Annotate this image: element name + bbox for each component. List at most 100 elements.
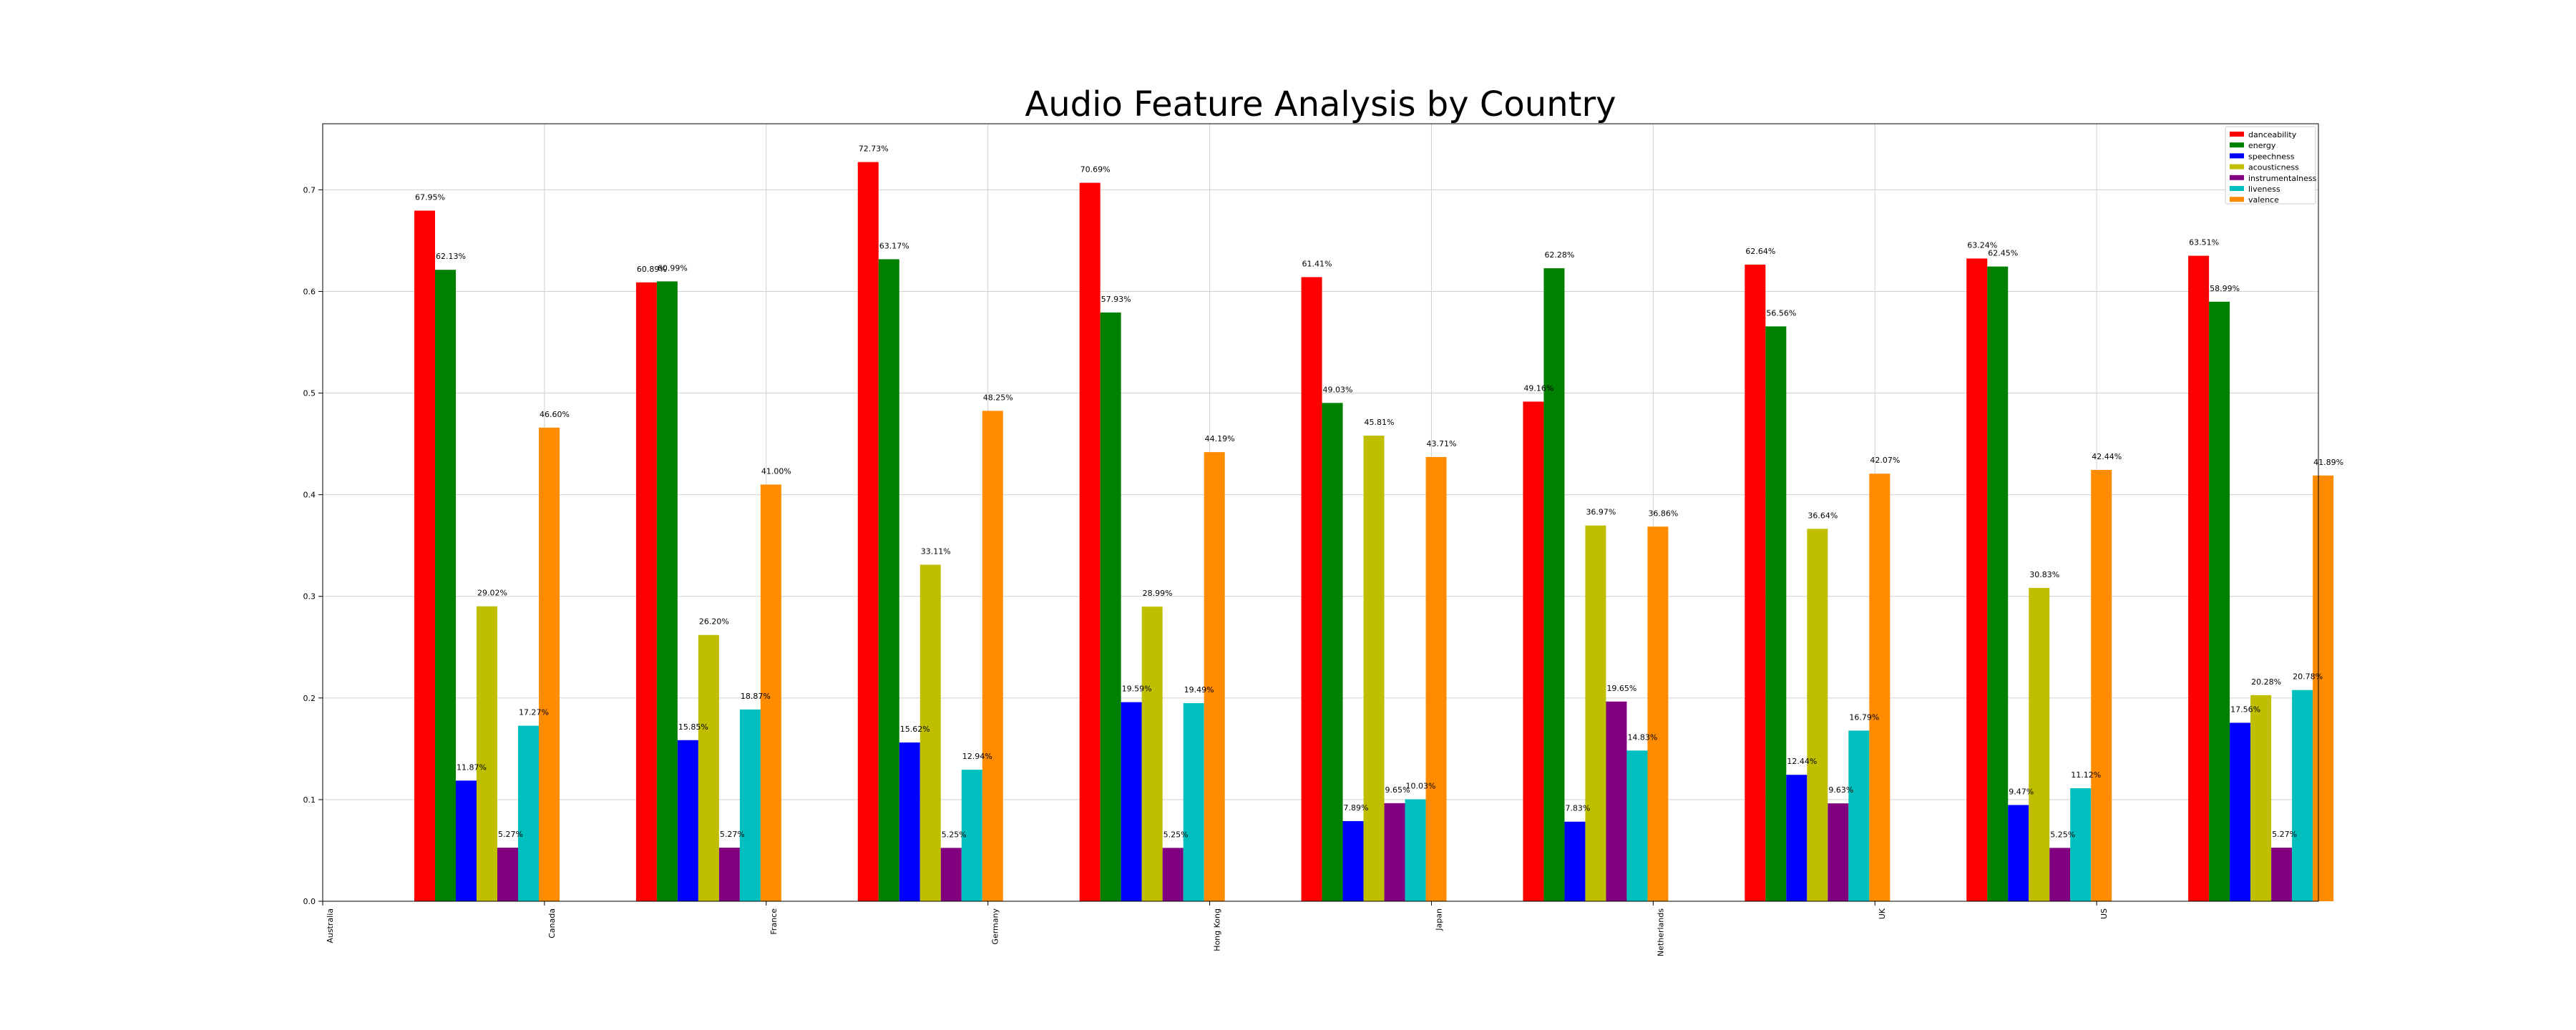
bar-energy: [1322, 403, 1343, 901]
bar-value-label: 28.99%: [1143, 589, 1173, 598]
bar-value-label: 70.69%: [1080, 165, 1111, 175]
bars: [414, 162, 2334, 902]
bar-value-label: 63.24%: [1967, 240, 1997, 250]
legend: danceability energy speechness acousticness…: [2225, 126, 2317, 205]
bar-acousticness: [919, 564, 941, 901]
bar-energy: [1543, 268, 1565, 902]
y-tick-label: 0.3: [303, 592, 316, 602]
x-tick-label: US: [2099, 908, 2109, 919]
bar-value-label: 72.73%: [859, 144, 889, 154]
bar-value-label: 30.83%: [2029, 570, 2059, 579]
legend-swatch: [2230, 175, 2244, 180]
bar-energy: [878, 259, 899, 901]
legend-swatch: [2230, 164, 2244, 170]
bar-acousticness: [1585, 525, 1606, 901]
legend-label: speechness: [2248, 152, 2295, 161]
x-tick-label: UK: [1878, 908, 1887, 919]
bar-danceability: [414, 210, 435, 901]
bar-value-label: 12.94%: [962, 752, 992, 761]
bar-speechness: [1564, 821, 1586, 901]
x-tick-label: Germany: [991, 908, 1000, 945]
bar-acousticness: [698, 634, 719, 901]
bar-value-label: 17.27%: [519, 708, 549, 717]
bar-speechness: [899, 742, 920, 901]
bar-value-label: 5.27%: [720, 830, 745, 839]
legend-label: valence: [2248, 195, 2279, 205]
x-tick-label: Canada: [547, 908, 557, 938]
legend-label: energy: [2248, 141, 2276, 150]
bar-value-label: 7.89%: [1344, 803, 1369, 813]
legend-swatch: [2230, 132, 2244, 137]
bar-danceability: [1523, 401, 1544, 901]
bar-value-label: 19.65%: [1606, 684, 1636, 693]
bar-acousticness: [1141, 607, 1163, 901]
legend-label: danceability: [2248, 130, 2297, 139]
bar-danceability: [1079, 182, 1101, 901]
bar-valence: [2091, 469, 2112, 901]
bar-value-label: 43.71%: [1427, 439, 1457, 448]
bar-liveness: [961, 770, 982, 901]
bar-liveness: [1626, 750, 1648, 901]
bar-value-labels: 67.95% 60.89% 72.73% 70.69% 61.41% 49.16% 62.6…: [415, 144, 2343, 840]
bar-liveness: [2292, 690, 2313, 901]
bar-liveness: [739, 709, 761, 901]
plot-frame: [322, 123, 2319, 902]
bar-value-label: 42.07%: [1870, 456, 1900, 465]
bar-instrumentalness: [718, 848, 740, 901]
legend-box: [2225, 126, 2316, 205]
bar-value-label: 12.44%: [1787, 757, 1817, 766]
bar-liveness: [2070, 788, 2092, 901]
bar-value-label: 58.99%: [2210, 284, 2240, 293]
bar-value-label: 36.64%: [1807, 511, 1838, 520]
bar-acousticness: [477, 606, 497, 901]
bar-liveness: [1848, 730, 1870, 901]
bar-acousticness: [2029, 587, 2050, 901]
bar-value-label: 14.83%: [1627, 732, 1657, 742]
bar-speechness: [677, 740, 698, 901]
bar-danceability: [1745, 264, 1766, 901]
bar-valence: [1204, 452, 1225, 901]
bar-value-label: 19.59%: [1122, 685, 1152, 694]
y-tick-label: 0.6: [303, 287, 316, 296]
bar-value-label: 44.19%: [1205, 434, 1235, 443]
x-tick-label: Hong Kong: [1213, 908, 1222, 951]
bar-valence: [1869, 474, 1890, 901]
bar-value-label: 5.25%: [942, 830, 967, 839]
bar-value-label: 19.49%: [1184, 685, 1214, 695]
bar-value-label: 36.86%: [1648, 509, 1678, 518]
bar-valence: [760, 484, 781, 901]
bar-energy: [1987, 266, 2009, 901]
bar-instrumentalness: [1162, 848, 1184, 901]
bar-instrumentalness: [940, 848, 962, 901]
bar-value-label: 29.02%: [477, 589, 507, 598]
y-axis: 0.0 0.1 0.2 0.3 0.4 0.5 0.6 0.7: [303, 185, 323, 906]
bar-value-label: 17.56%: [2230, 705, 2260, 714]
bar-value-label: 20.78%: [2293, 672, 2323, 682]
bar-value-label: 48.25%: [983, 393, 1013, 402]
x-tick-label: Netherlands: [1656, 908, 1665, 956]
y-tick-label: 0.4: [303, 491, 316, 500]
bar-valence: [1647, 526, 1669, 901]
bar-value-label: 15.62%: [900, 725, 930, 734]
bar-value-label: 5.25%: [2050, 830, 2075, 839]
bar-value-label: 5.27%: [498, 830, 523, 839]
bar-value-label: 62.28%: [1544, 250, 1574, 260]
bar-value-label: 9.65%: [1385, 785, 1410, 795]
bar-valence: [2313, 475, 2334, 901]
y-tick-label: 0.5: [303, 389, 316, 398]
bar-value-label: 63.51%: [2189, 238, 2219, 247]
bar-value-label: 10.03%: [1406, 781, 1436, 790]
bar-value-label: 49.03%: [1323, 385, 1353, 394]
legend-label: acousticness: [2248, 163, 2299, 172]
bar-acousticness: [2250, 695, 2272, 901]
bar-value-label: 9.63%: [1828, 785, 1853, 795]
bar-value-label: 61.41%: [1302, 259, 1332, 268]
bar-acousticness: [1807, 529, 1828, 901]
bar-valence: [1425, 456, 1447, 901]
bar-danceability: [857, 162, 879, 902]
bar-instrumentalness: [1384, 803, 1405, 901]
bar-value-label: 60.89%: [637, 265, 667, 274]
bar-liveness: [1405, 799, 1426, 901]
bar-value-label: 18.87%: [741, 692, 771, 701]
bar-value-label: 41.89%: [2313, 458, 2343, 467]
